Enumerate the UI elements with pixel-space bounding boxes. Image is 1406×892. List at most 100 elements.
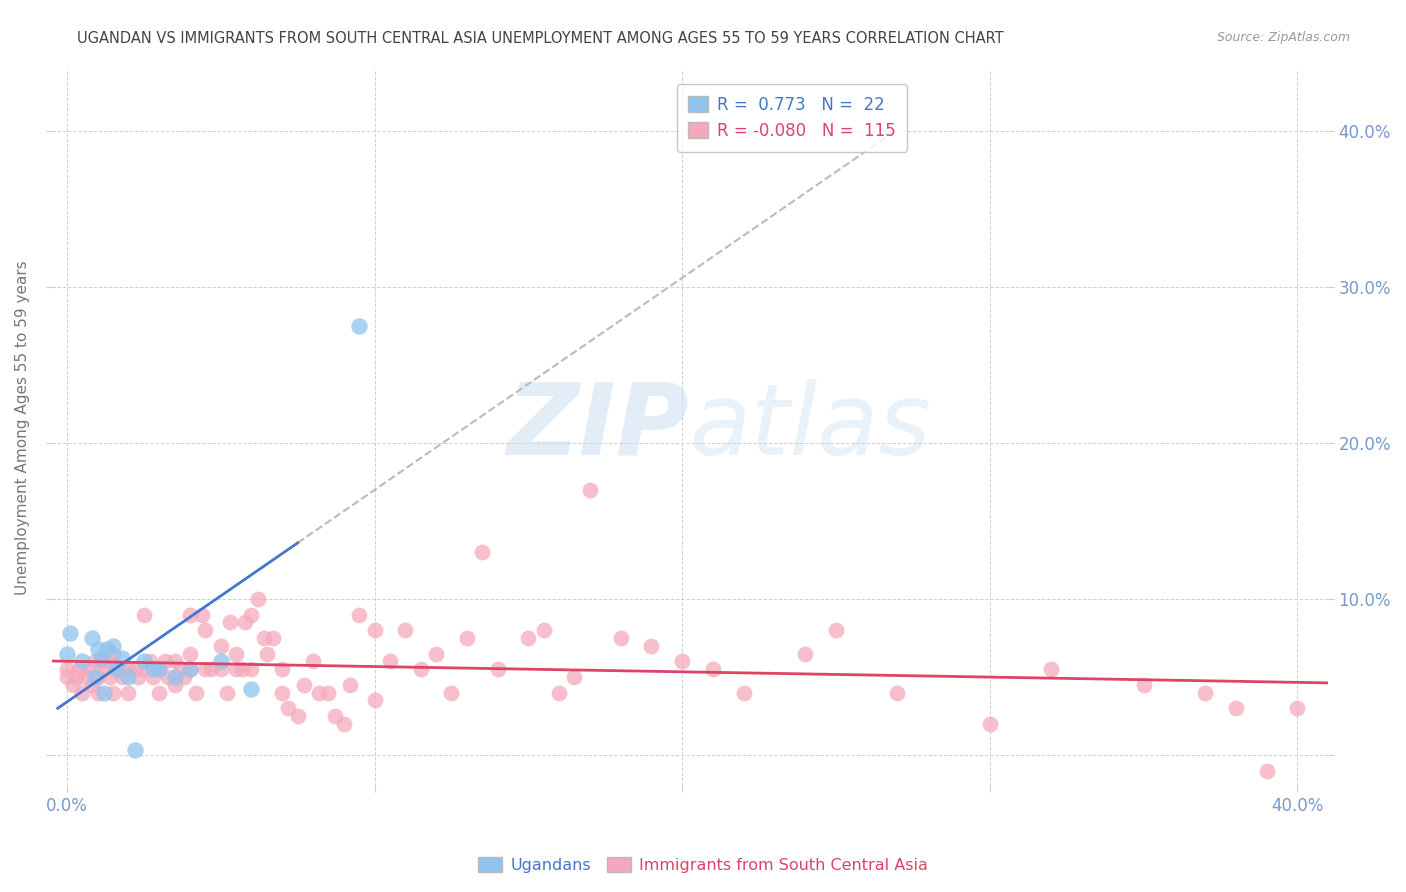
Point [93, 685, 115, 699]
Point [163, 678, 186, 692]
Y-axis label: Unemployment Among Ages 55 to 59 years: Unemployment Among Ages 55 to 59 years [15, 260, 30, 595]
Point [117, 662, 139, 676]
Point [640, 639, 662, 653]
Point [67, 662, 90, 676]
Point [215, 685, 238, 699]
Point [65, 670, 87, 684]
Point [533, 623, 555, 637]
Point [1225, 701, 1247, 715]
Point [287, 709, 309, 723]
Point [825, 623, 848, 637]
Point [127, 670, 149, 684]
Point [96, 641, 118, 656]
Point [139, 654, 162, 668]
Point [56, 647, 79, 661]
Point [979, 716, 1001, 731]
Point [579, 483, 602, 497]
Point [425, 647, 447, 661]
Point [108, 662, 131, 676]
Point [363, 623, 385, 637]
Point [132, 607, 155, 622]
Point [117, 670, 139, 684]
Point [142, 670, 165, 684]
Legend: Ugandans, Immigrants from South Central Asia: Ugandans, Immigrants from South Central … [472, 851, 934, 880]
Point [409, 662, 432, 676]
Point [486, 662, 509, 676]
Point [456, 631, 478, 645]
Point [318, 685, 340, 699]
Point [277, 701, 299, 715]
Point [98, 670, 121, 684]
Point [124, 662, 146, 676]
Point [794, 647, 817, 661]
Point [155, 654, 177, 668]
Point [62, 678, 84, 692]
Point [378, 654, 401, 668]
Point [1040, 662, 1063, 676]
Point [142, 662, 165, 676]
Point [246, 591, 269, 606]
Point [148, 685, 170, 699]
Point [323, 709, 346, 723]
Point [124, 743, 146, 757]
Point [240, 607, 263, 622]
Point [209, 654, 232, 668]
Point [394, 623, 416, 637]
Point [733, 685, 755, 699]
Point [59, 626, 82, 640]
Point [209, 639, 232, 653]
Point [256, 647, 278, 661]
Point [219, 615, 242, 630]
Point [101, 647, 124, 661]
Point [96, 654, 118, 668]
Point [292, 678, 315, 692]
Point [886, 685, 908, 699]
Point [347, 318, 370, 333]
Point [86, 685, 108, 699]
Point [117, 685, 139, 699]
Point [163, 670, 186, 684]
Point [163, 654, 186, 668]
Point [231, 662, 253, 676]
Text: ZIP: ZIP [506, 379, 690, 475]
Point [271, 662, 294, 676]
Legend: R =  0.773   N =  22, R = -0.080   N =  115: R = 0.773 N = 22, R = -0.080 N = 115 [676, 84, 907, 152]
Point [517, 631, 540, 645]
Point [233, 615, 256, 630]
Point [339, 678, 361, 692]
Point [179, 662, 201, 676]
Point [179, 607, 201, 622]
Point [179, 647, 201, 661]
Point [173, 670, 195, 684]
Point [101, 685, 124, 699]
Point [1256, 764, 1278, 778]
Point [148, 662, 170, 676]
Point [83, 654, 105, 668]
Point [191, 607, 214, 622]
Point [179, 662, 201, 676]
Point [1286, 701, 1309, 715]
Point [302, 654, 325, 668]
Point [83, 670, 105, 684]
Point [253, 631, 276, 645]
Text: atlas: atlas [690, 379, 931, 475]
Point [157, 670, 180, 684]
Point [56, 662, 79, 676]
Point [564, 670, 586, 684]
Point [90, 651, 112, 665]
Point [194, 623, 217, 637]
Point [105, 662, 128, 676]
Point [194, 662, 217, 676]
Point [90, 654, 112, 668]
Point [111, 651, 134, 665]
Point [440, 685, 463, 699]
Point [1132, 678, 1154, 692]
Point [101, 639, 124, 653]
Point [86, 641, 108, 656]
Point [170, 662, 193, 676]
Text: Source: ZipAtlas.com: Source: ZipAtlas.com [1216, 31, 1350, 45]
Point [308, 685, 330, 699]
Point [363, 693, 385, 707]
Point [132, 662, 155, 676]
Point [609, 631, 631, 645]
